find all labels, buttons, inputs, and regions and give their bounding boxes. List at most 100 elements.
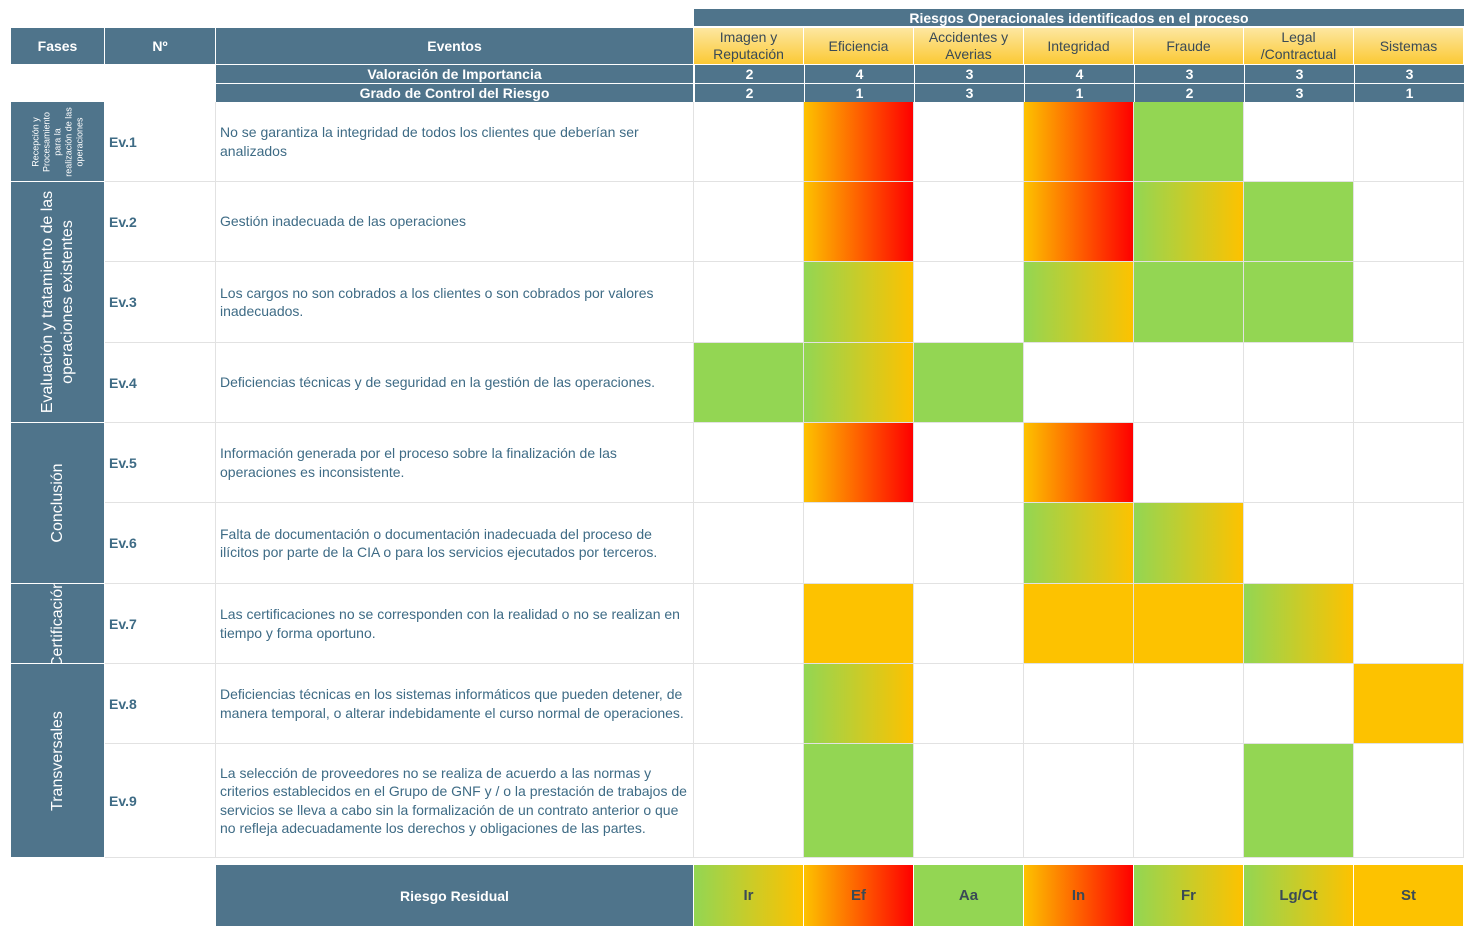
risk-cell bbox=[804, 343, 914, 423]
risk-category-name-line2: /Contractual bbox=[1260, 46, 1337, 62]
risk-cell bbox=[1134, 343, 1244, 423]
importance-value: 3 bbox=[1134, 65, 1244, 83]
importance-value: 3 bbox=[914, 65, 1024, 83]
risk-category-name-line2: Averias bbox=[945, 46, 992, 62]
risk-cell bbox=[1024, 744, 1134, 858]
risk-cell bbox=[1024, 584, 1134, 664]
risk-cell bbox=[804, 102, 914, 182]
residual-risk-cell: St bbox=[1354, 865, 1464, 926]
importance-value: 3 bbox=[1354, 65, 1464, 83]
risk-cell bbox=[1024, 423, 1134, 503]
risk-cell bbox=[1354, 584, 1464, 664]
risk-cell bbox=[1134, 503, 1244, 584]
phase-label: Certificación bbox=[11, 584, 104, 664]
phase-label: Evaluación y tratamiento de las operacion… bbox=[11, 182, 104, 423]
risk-cell bbox=[1024, 262, 1134, 343]
risk-group-title: Riesgos Operacionales identificados en e… bbox=[694, 9, 1464, 27]
risk-category-header: Accidentes y Averias bbox=[914, 28, 1024, 64]
risk-cell bbox=[1134, 584, 1244, 664]
risk-cell bbox=[1244, 102, 1354, 182]
phase-label: Recepción y Procesamiento para la realizaci… bbox=[11, 102, 104, 182]
risk-cell bbox=[1024, 182, 1134, 262]
risk-cell bbox=[804, 584, 914, 664]
risk-category-name-line2: Reputación bbox=[713, 46, 784, 62]
control-value: 3 bbox=[914, 84, 1024, 102]
event-description: Información generada por el proceso sobr… bbox=[216, 423, 694, 503]
risk-cell bbox=[914, 182, 1024, 262]
risk-cell bbox=[914, 503, 1024, 584]
risk-cell bbox=[694, 423, 804, 503]
risk-category-header: Legal/Contractual bbox=[1244, 28, 1354, 64]
risk-category-name-line1: Fraude bbox=[1166, 37, 1211, 54]
risk-cell bbox=[694, 664, 804, 744]
residual-risk-cell: Aa bbox=[914, 865, 1024, 926]
risk-category-header: Eficiencia bbox=[804, 28, 914, 64]
residual-risk-cell: Fr bbox=[1134, 865, 1244, 926]
phase-label-line: realización de las bbox=[63, 106, 73, 177]
importance-value: 4 bbox=[804, 65, 914, 83]
phase-label-line: Procesamiento bbox=[41, 111, 51, 172]
phase-label-line: para la bbox=[52, 127, 62, 156]
importance-value: 4 bbox=[1024, 65, 1134, 83]
risk-cell bbox=[914, 262, 1024, 343]
event-number: Ev.4 bbox=[105, 343, 216, 423]
event-number: Ev.8 bbox=[105, 664, 216, 744]
risk-cell bbox=[694, 262, 804, 343]
risk-cell bbox=[1024, 664, 1134, 744]
risk-cell bbox=[1134, 744, 1244, 858]
residual-risk-cell: Ef bbox=[804, 865, 914, 926]
risk-cell bbox=[694, 343, 804, 423]
risk-category-name-line1: Eficiencia bbox=[828, 37, 889, 54]
event-description: Los cargos no son cobrados a los cliente… bbox=[216, 262, 694, 343]
risk-cell bbox=[1244, 262, 1354, 343]
residual-risk-cell: In bbox=[1024, 865, 1134, 926]
risk-cell bbox=[1024, 102, 1134, 182]
risk-category-name-line1: Sistemas bbox=[1379, 37, 1438, 54]
risk-cell bbox=[914, 102, 1024, 182]
risk-cell bbox=[1024, 343, 1134, 423]
fases-header: Fases bbox=[11, 28, 104, 64]
residual-risk-cell: Lg/Ct bbox=[1244, 865, 1354, 926]
risk-cell bbox=[1354, 503, 1464, 584]
risk-cell bbox=[804, 744, 914, 858]
risk-cell bbox=[1244, 503, 1354, 584]
risk-cell bbox=[694, 182, 804, 262]
risk-cell bbox=[1024, 503, 1134, 584]
risk-cell bbox=[1244, 744, 1354, 858]
control-value: 1 bbox=[804, 84, 914, 102]
phase-label-line: Conclusión bbox=[48, 463, 66, 543]
event-number: Ev.3 bbox=[105, 262, 216, 343]
risk-cell bbox=[1134, 102, 1244, 182]
risk-cell bbox=[694, 744, 804, 858]
event-number: Ev.2 bbox=[105, 182, 216, 262]
risk-cell bbox=[1244, 664, 1354, 744]
phase-label: Transversales bbox=[11, 664, 104, 858]
valoracion-label: Valoración de Importancia bbox=[216, 65, 693, 83]
risk-cell bbox=[804, 423, 914, 503]
risk-category-name-line1: Integridad bbox=[1047, 37, 1110, 54]
event-number: Ev.7 bbox=[105, 584, 216, 664]
risk-cell bbox=[694, 503, 804, 584]
phase-label-line: Evaluación y tratamiento de las bbox=[38, 190, 56, 414]
risk-cell bbox=[1354, 664, 1464, 744]
phase-label-line: Certificación bbox=[48, 584, 66, 664]
risk-cell bbox=[694, 584, 804, 664]
phase-label-line: operaciones existentes bbox=[58, 220, 76, 384]
risk-cell bbox=[914, 584, 1024, 664]
importance-value: 3 bbox=[1244, 65, 1354, 83]
event-description: La selección de proveedores no se realiz… bbox=[216, 744, 694, 858]
event-description: Las certificaciones no se corresponden c… bbox=[216, 584, 694, 664]
event-description: No se garantiza la integridad de todos l… bbox=[216, 102, 694, 182]
event-number: Ev.1 bbox=[105, 102, 216, 182]
risk-cell bbox=[804, 503, 914, 584]
phase-label-line: operaciones bbox=[74, 116, 84, 167]
risk-cell bbox=[804, 182, 914, 262]
numero-header: Nº bbox=[105, 28, 215, 64]
event-description: Gestión inadecuada de las operaciones bbox=[216, 182, 694, 262]
risk-category-name-line1: Legal bbox=[1281, 29, 1316, 45]
phase-label-line: Transversales bbox=[48, 710, 66, 811]
control-value: 2 bbox=[694, 84, 804, 102]
risk-cell bbox=[1134, 423, 1244, 503]
event-description: Deficiencias técnicas y de seguridad en … bbox=[216, 343, 694, 423]
risk-cell bbox=[1134, 182, 1244, 262]
